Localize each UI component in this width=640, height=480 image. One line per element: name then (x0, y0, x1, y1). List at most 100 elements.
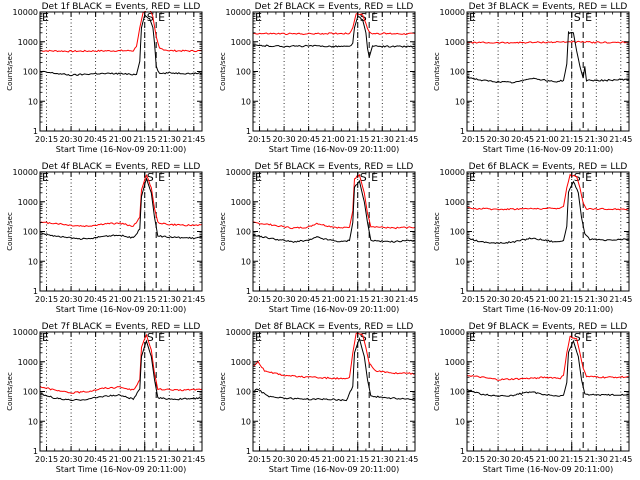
y-tick-label: 1 (460, 447, 465, 456)
marker-label: E (158, 11, 165, 24)
x-tick-label: 21:30 (585, 135, 608, 144)
marker-label: E (469, 331, 476, 344)
y-tick-label: 10 (241, 417, 251, 426)
y-tick-label: 10 (241, 97, 251, 106)
x-tick-label: 20:30 (60, 295, 83, 304)
x-tick-label: 21:15 (560, 135, 583, 144)
y-tick-label: 1 (33, 287, 38, 296)
y-tick-label: 1000 (231, 38, 251, 47)
marker-label: E (371, 171, 378, 184)
y-tick-label: 10 (28, 417, 38, 426)
x-tick-label: 20:30 (273, 295, 296, 304)
x-tick-label: 20:15 (462, 295, 485, 304)
y-tick-label: 100 (236, 68, 251, 77)
x-axis-label: Start Time (16-Nov-09 20:11:00) (269, 465, 399, 474)
x-tick-label: 20:30 (487, 455, 510, 464)
marker-label: S (574, 331, 581, 344)
x-tick-label: 20:30 (487, 135, 510, 144)
chart-title: Det 7f BLACK = Events, RED = LLD (42, 322, 201, 332)
x-axis-label: Start Time (16-Nov-09 20:11:00) (483, 145, 613, 154)
x-tick-label: 21:00 (109, 455, 132, 464)
y-tick-label: 100 (23, 68, 38, 77)
y-tick-label: 1000 (445, 38, 465, 47)
y-tick-label: 1 (33, 127, 38, 136)
y-axis-label: Counts/sec (219, 212, 227, 251)
x-tick-label: 21:30 (585, 295, 608, 304)
y-axis-label: Counts/sec (6, 372, 14, 411)
x-tick-label: 21:15 (346, 295, 369, 304)
series-group (467, 173, 629, 244)
x-tick-label: 21:15 (560, 295, 583, 304)
y-tick-label: 1000 (231, 358, 251, 367)
y-tick-label: 1000 (18, 198, 38, 207)
lld-series-line (40, 333, 202, 394)
chart-title: Det 9f BLACK = Events, RED = LLD (469, 322, 628, 332)
marker-label: S (147, 171, 154, 184)
x-tick-label: 21:45 (395, 455, 418, 464)
x-tick-label: 21:30 (371, 135, 394, 144)
events-series-line (253, 16, 415, 58)
x-axis-label: Start Time (16-Nov-09 20:11:00) (56, 145, 186, 154)
lld-series-line (40, 11, 202, 53)
x-axis-label: Start Time (16-Nov-09 20:11:00) (56, 465, 186, 474)
x-tick-label: 21:00 (536, 455, 559, 464)
events-series-line (467, 180, 629, 244)
y-tick-label: 10 (28, 257, 38, 266)
plot-frame (252, 331, 416, 452)
series-group (467, 335, 629, 398)
x-tick-label: 21:45 (395, 135, 418, 144)
x-tick-label: 21:30 (371, 455, 394, 464)
x-axis-label: Start Time (16-Nov-09 20:11:00) (483, 305, 613, 314)
chart-title: Det 4f BLACK = Events, RED = LLD (42, 162, 201, 172)
x-tick-label: 20:30 (487, 295, 510, 304)
x-tick-label: 20:15 (248, 135, 271, 144)
y-tick-label: 1000 (18, 38, 38, 47)
x-tick-label: 21:15 (133, 295, 156, 304)
y-axis-label: Counts/sec (433, 212, 441, 251)
x-tick-label: 21:30 (371, 295, 394, 304)
x-axis-label: Start Time (16-Nov-09 20:11:00) (56, 305, 186, 314)
events-series-line (467, 339, 629, 398)
marker-label: E (585, 171, 592, 184)
y-axis-label: Counts/sec (433, 372, 441, 411)
y-tick-label: 1000 (445, 358, 465, 367)
y-tick-label: 100 (23, 388, 38, 397)
marker-label: S (147, 11, 154, 24)
events-series-line (40, 339, 202, 401)
x-tick-label: 20:15 (248, 455, 271, 464)
x-tick-label: 20:15 (462, 135, 485, 144)
y-axis-label: Counts/sec (219, 372, 227, 411)
y-tick-label: 10 (455, 257, 465, 266)
y-tick-label: 100 (450, 388, 465, 397)
marker-label: E (42, 171, 49, 184)
y-tick-label: 10000 (440, 328, 465, 337)
marker-label: E (255, 171, 262, 184)
plot-frame (252, 11, 416, 132)
x-tick-label: 21:15 (346, 455, 369, 464)
x-tick-label: 21:15 (346, 135, 369, 144)
y-axis-label: Counts/sec (6, 52, 14, 91)
x-tick-label: 20:15 (35, 455, 58, 464)
x-axis-label: Start Time (16-Nov-09 20:11:00) (483, 465, 613, 474)
x-tick-label: 21:45 (609, 455, 632, 464)
chart-title: Det 8f BLACK = Events, RED = LLD (255, 322, 414, 332)
y-axis-label: Counts/sec (433, 52, 441, 91)
y-tick-label: 100 (236, 388, 251, 397)
x-tick-label: 20:30 (273, 455, 296, 464)
lld-series-line (253, 332, 415, 380)
y-tick-label: 10000 (226, 168, 251, 177)
lld-series-line (253, 173, 415, 230)
marker-label: E (469, 11, 476, 24)
x-tick-label: 20:30 (60, 135, 83, 144)
x-tick-label: 21:30 (158, 455, 181, 464)
y-tick-label: 1000 (445, 198, 465, 207)
series-group (40, 11, 202, 77)
marker-label: E (585, 11, 592, 24)
x-tick-label: 21:00 (109, 135, 132, 144)
